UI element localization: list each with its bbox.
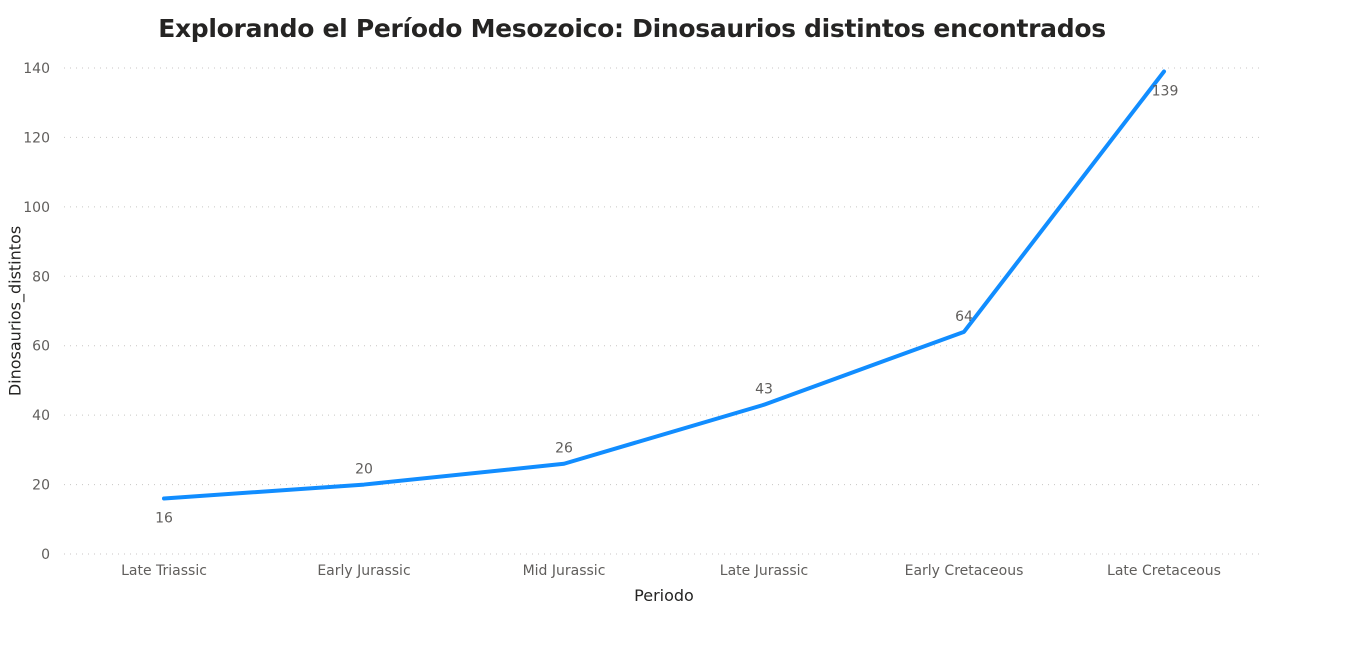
- data-label: 43: [755, 382, 773, 398]
- y-tick-label: 140: [23, 61, 50, 77]
- series-line: [162, 69, 1166, 501]
- data-label: 16: [155, 510, 173, 526]
- x-tick-label: Late Cretaceous: [1107, 563, 1221, 579]
- y-tick-label: 80: [32, 269, 50, 285]
- x-tick-label: Late Jurassic: [720, 563, 808, 579]
- data-label: 64: [955, 309, 973, 325]
- x-axis-ticks: Late Triassic Early Jurassic Mid Jurassic L…: [121, 563, 1221, 579]
- data-label: 26: [555, 441, 573, 457]
- y-axis-ticks: 0 20 40 60 80 100 120 140: [23, 61, 50, 563]
- y-tick-label: 100: [23, 200, 50, 216]
- x-axis-title: Periodo: [634, 586, 694, 605]
- y-tick-label: 120: [23, 130, 50, 146]
- chart-title: Explorando el Período Mesozoico: Dinosau…: [158, 14, 1106, 43]
- x-tick-label: Early Jurassic: [317, 563, 410, 579]
- x-tick-label: Mid Jurassic: [523, 563, 606, 579]
- data-labels: 16 20 26 43 64 139: [155, 83, 1178, 526]
- y-tick-label: 0: [41, 547, 50, 563]
- x-tick-label: Early Cretaceous: [905, 563, 1024, 579]
- data-label: 20: [355, 462, 373, 478]
- y-tick-label: 40: [32, 408, 50, 424]
- data-label: 139: [1152, 83, 1179, 99]
- y-tick-label: 60: [32, 339, 50, 355]
- gridlines: [64, 67, 1264, 555]
- x-tick-label: Late Triassic: [121, 563, 207, 579]
- series-layer: [162, 69, 1166, 501]
- y-axis-title: Dinosaurios_distintos: [6, 226, 26, 396]
- y-tick-label: 20: [32, 478, 50, 494]
